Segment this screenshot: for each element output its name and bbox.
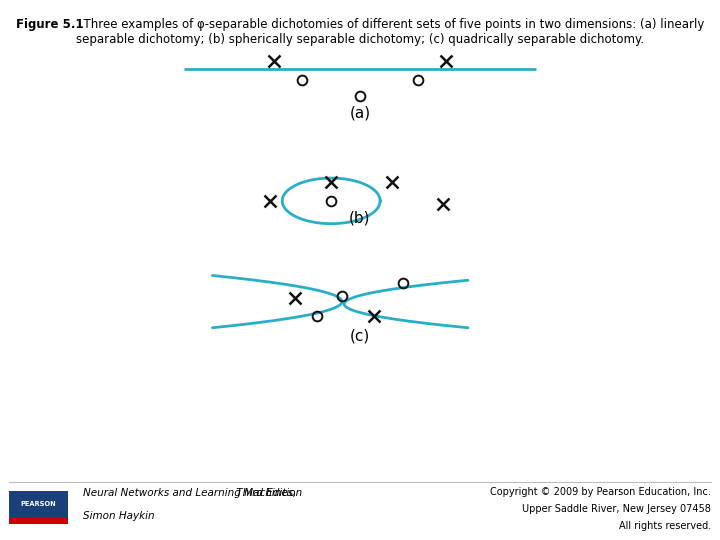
Text: Third Edition: Third Edition bbox=[233, 488, 302, 498]
Text: Figure 5.1: Figure 5.1 bbox=[16, 18, 84, 31]
FancyBboxPatch shape bbox=[9, 491, 68, 524]
Text: Upper Saddle River, New Jersey 07458: Upper Saddle River, New Jersey 07458 bbox=[523, 504, 711, 514]
FancyBboxPatch shape bbox=[9, 518, 68, 524]
Text: Simon Haykin: Simon Haykin bbox=[83, 511, 154, 522]
Text: (c): (c) bbox=[350, 329, 370, 344]
Text: Neural Networks and Learning Machines,: Neural Networks and Learning Machines, bbox=[83, 488, 296, 498]
Text: (a): (a) bbox=[349, 105, 371, 120]
Text: (b): (b) bbox=[349, 210, 371, 225]
Text: All rights reserved.: All rights reserved. bbox=[619, 521, 711, 531]
Text: Three examples of φ-separable dichotomies of different sets of five points in tw: Three examples of φ-separable dichotomie… bbox=[76, 18, 704, 46]
Text: PEARSON: PEARSON bbox=[20, 501, 56, 507]
Text: Copyright © 2009 by Pearson Education, Inc.: Copyright © 2009 by Pearson Education, I… bbox=[490, 487, 711, 497]
